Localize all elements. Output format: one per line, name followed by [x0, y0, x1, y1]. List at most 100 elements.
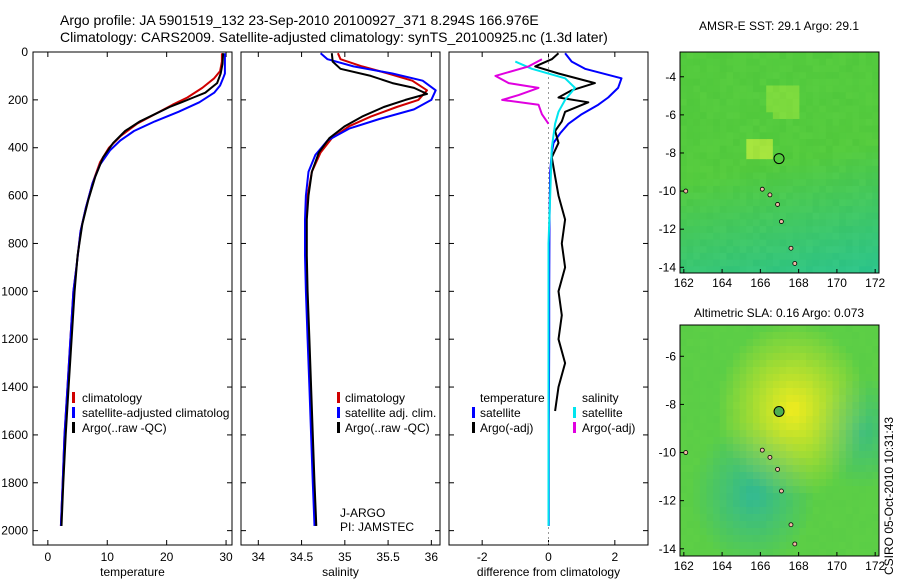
heatmap-cell	[686, 179, 694, 187]
heatmap-cell	[772, 172, 780, 180]
heatmap-cell	[686, 339, 694, 347]
heatmap-cell	[859, 206, 867, 214]
heatmap-cell	[706, 206, 714, 214]
heatmap-cell	[713, 388, 721, 396]
heatmap-cell	[772, 65, 780, 73]
heatmap-cell	[746, 332, 754, 340]
heatmap-cell	[713, 266, 721, 274]
heatmap-cell	[719, 239, 727, 247]
heatmap-cell	[706, 226, 714, 234]
heatmap-cell	[806, 152, 814, 160]
heatmap-cell	[686, 472, 694, 480]
heatmap-cell	[806, 58, 814, 66]
heatmap-cell	[766, 486, 774, 494]
heatmap-cell	[706, 388, 714, 396]
heatmap-cell	[752, 528, 761, 536]
heatmap-cell	[686, 514, 694, 522]
heatmap-cell	[825, 132, 834, 140]
heatmap-cell	[812, 409, 820, 417]
heatmap-cell	[766, 430, 774, 438]
heatmap-cell	[772, 132, 780, 140]
heatmap-cell	[839, 430, 847, 438]
heatmap-cell	[812, 353, 820, 361]
heatmap-cell	[752, 409, 761, 417]
heatmap-cell	[779, 232, 787, 241]
heatmap-cell	[779, 159, 787, 167]
heatmap-cell	[772, 374, 780, 382]
heatmap-cell	[845, 139, 853, 147]
heatmap-cell	[872, 353, 880, 361]
heatmap-cell	[852, 458, 860, 466]
heatmap-cell	[739, 118, 747, 127]
heatmap-cell	[699, 423, 708, 431]
heatmap-cell	[806, 172, 814, 180]
heatmap-cell	[799, 353, 807, 361]
heatmap-cell	[733, 152, 741, 160]
heatmap-cell	[706, 232, 714, 241]
heatmap-cell	[719, 374, 727, 382]
heatmap-cell	[832, 105, 840, 113]
heatmap-cell	[799, 339, 807, 347]
heatmap-cell	[699, 132, 708, 140]
heatmap-cell	[865, 388, 873, 396]
heatmap-cell	[786, 353, 794, 361]
heatmap-cell	[739, 232, 747, 241]
heatmap-cell	[779, 85, 787, 93]
heatmap-cell	[713, 192, 721, 200]
heatmap-cell	[719, 458, 727, 466]
heatmap-cell	[792, 219, 800, 227]
heatmap-cell	[693, 159, 701, 167]
heatmap-cell	[759, 232, 767, 241]
heatmap-cell	[786, 367, 794, 375]
heatmap-cell	[693, 125, 701, 133]
heatmap-cell	[693, 226, 701, 234]
heatmap-cell	[686, 58, 694, 66]
argo-location-marker	[773, 405, 785, 417]
heatmap-cell	[845, 360, 853, 368]
heatmap-cell	[752, 159, 761, 167]
heatmap-cell	[845, 339, 853, 347]
heatmap-cell	[693, 199, 701, 207]
y-tick-label: 800	[8, 236, 28, 250]
heatmap-cell	[806, 72, 814, 80]
heatmap-cell	[706, 444, 714, 452]
heatmap-cell	[839, 145, 847, 153]
series-line	[514, 60, 576, 526]
heatmap-cell	[686, 535, 694, 543]
heatmap-cell	[872, 374, 880, 382]
heatmap-cell	[693, 239, 701, 247]
heatmap-cell	[739, 239, 747, 247]
heatmap-cell	[746, 521, 754, 529]
heatmap-cell	[792, 409, 800, 417]
heatmap-cell	[839, 395, 847, 403]
heatmap-cell	[739, 159, 747, 167]
heatmap-cell	[819, 416, 827, 424]
heatmap-cell	[693, 212, 701, 220]
heatmap-cell	[733, 514, 741, 522]
heatmap-cell	[706, 185, 714, 194]
heatmap-cell	[832, 145, 840, 153]
heatmap-cell	[839, 185, 847, 194]
heatmap-cell	[786, 172, 794, 180]
heatmap-cell	[733, 92, 741, 100]
heatmap-cell	[812, 451, 820, 459]
heatmap-cell	[786, 132, 794, 140]
heatmap-cell	[812, 535, 820, 543]
heatmap-cell	[819, 360, 827, 368]
heatmap-cell	[872, 105, 880, 113]
heatmap-cell	[693, 219, 701, 227]
heatmap-cell	[706, 259, 714, 267]
heatmap-cell	[812, 159, 820, 167]
heatmap-cell	[726, 423, 734, 431]
heatmap-cell	[706, 152, 714, 160]
heatmap-cell	[772, 179, 780, 187]
heatmap-cell	[772, 437, 780, 445]
heatmap-cell	[812, 402, 820, 410]
legend-swatch-sal-satellite	[573, 407, 576, 418]
heatmap-cell	[859, 409, 867, 417]
heatmap-cell	[713, 346, 721, 354]
heatmap-cell	[806, 542, 814, 550]
heatmap-cell	[699, 152, 708, 160]
x-tick-label: 164	[712, 276, 732, 290]
heatmap-cell	[819, 72, 827, 80]
